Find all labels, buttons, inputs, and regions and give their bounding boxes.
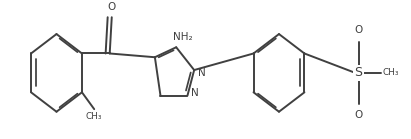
Text: NH₂: NH₂ <box>173 32 192 42</box>
Text: CH₃: CH₃ <box>382 68 399 77</box>
Text: S: S <box>355 66 363 79</box>
Text: N: N <box>191 88 199 98</box>
Text: O: O <box>354 25 363 35</box>
Text: O: O <box>108 2 116 12</box>
Text: CH₃: CH₃ <box>86 112 102 121</box>
Text: O: O <box>354 110 363 120</box>
Text: N: N <box>198 68 206 78</box>
